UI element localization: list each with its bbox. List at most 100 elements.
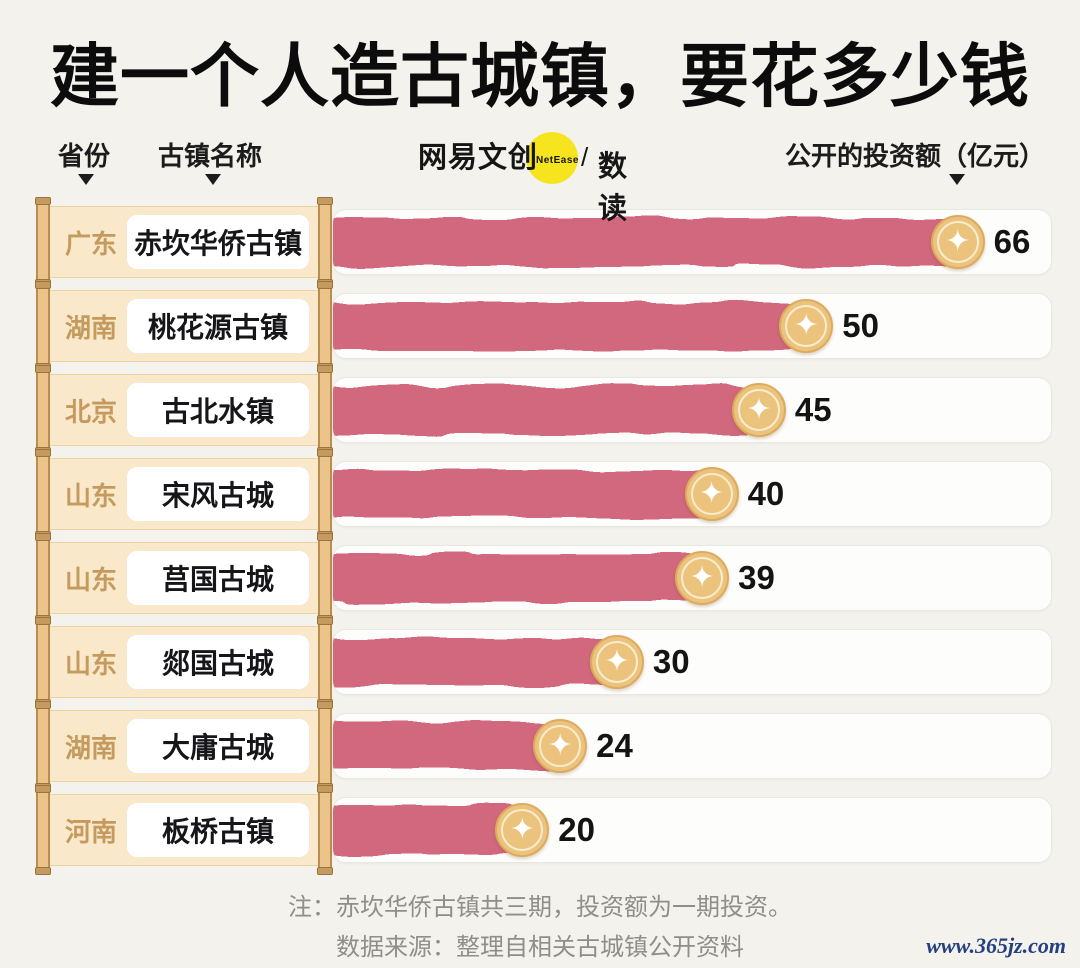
footnote-line: 注：赤坎华侨古镇共三期，投资额为一期投资。 xyxy=(288,894,792,921)
town-name: 莒国古城 xyxy=(162,564,275,595)
town-name-box: 赤坎华侨古镇 xyxy=(127,215,309,269)
bar-rect xyxy=(333,554,702,602)
scroll-roller-icon xyxy=(317,281,333,371)
town-name: 桃花源古镇 xyxy=(148,312,289,343)
table-row: 山东 郯国古城 ✦ 30 xyxy=(35,617,1052,707)
scroll-roller-icon xyxy=(35,785,51,875)
bar xyxy=(333,806,522,854)
coin-icon: ✦ xyxy=(684,467,739,521)
province-label: 河南 xyxy=(65,816,118,847)
bar-value: 66 xyxy=(993,223,1031,260)
town-name: 大庸古城 xyxy=(162,732,275,763)
sparkle-icon: ✦ xyxy=(689,561,715,594)
scroll-roller-icon xyxy=(35,617,51,707)
bar xyxy=(333,386,759,434)
bar-rect xyxy=(333,302,806,350)
data-source-line: 数据来源：整理自相关古城镇公开资料 xyxy=(336,934,744,961)
netease-logo: 网易文创 NetEase / 数读 xyxy=(418,130,627,225)
coin-icon: ✦ xyxy=(495,803,550,857)
coin-icon: ✦ xyxy=(930,215,985,269)
sparkle-icon: ✦ xyxy=(793,309,819,342)
sparkle-icon: ✦ xyxy=(547,729,573,762)
town-name: 宋风古城 xyxy=(162,480,275,511)
logo-sub-brand: 数读 xyxy=(598,151,628,225)
column-header-band: 省份 古镇名称 网易文创 NetEase / 数读 公开的投资额（亿元） xyxy=(0,130,1080,225)
logo-slash: / xyxy=(581,142,589,172)
table-row: 北京 古北水镇 ✦ 45 xyxy=(35,365,1052,455)
footnotes: 注：赤坎华侨古镇共三期，投资额为一期投资。 数据来源：整理自相关古城镇公开资料 xyxy=(0,888,1080,968)
sparkle-icon: ✦ xyxy=(699,477,725,510)
scroll-roller-icon xyxy=(317,365,333,455)
bar-track: ✦ 20 xyxy=(332,797,1052,863)
logo-netease-text: NetEase xyxy=(536,155,579,166)
bar-track: ✦ 39 xyxy=(332,545,1052,611)
scroll-label: 广东 赤坎华侨古镇 xyxy=(35,197,333,287)
bar-chart: 广东 赤坎华侨古镇 ✦ 66 xyxy=(35,197,1052,875)
town-name-box: 郯国古城 xyxy=(127,635,309,689)
sparkle-icon: ✦ xyxy=(746,393,772,426)
scroll-label: 山东 郯国古城 xyxy=(35,617,333,707)
scroll-roller-icon xyxy=(35,533,51,623)
town-name: 古北水镇 xyxy=(162,396,275,427)
table-row: 湖南 大庸古城 ✦ 24 xyxy=(35,701,1052,791)
coin-icon: ✦ xyxy=(731,383,786,437)
bar-track: ✦ 30 xyxy=(332,629,1052,695)
coin-icon: ✦ xyxy=(533,719,588,773)
bar xyxy=(333,722,560,770)
bar xyxy=(333,218,958,266)
table-row: 山东 莒国古城 ✦ 39 xyxy=(35,533,1052,623)
bar-value: 45 xyxy=(794,391,832,428)
bar-rect xyxy=(333,218,958,266)
column-header-value: 公开的投资额（亿元） xyxy=(785,141,1046,171)
scroll-roller-icon xyxy=(317,533,333,623)
bar-value: 24 xyxy=(596,727,633,764)
sparkle-icon: ✦ xyxy=(945,225,971,258)
coin-icon: ✦ xyxy=(589,635,644,689)
scroll-roller-icon xyxy=(35,365,51,455)
bar-value: 20 xyxy=(558,811,595,848)
bar-track: ✦ 66 xyxy=(332,209,1052,275)
bar-track: ✦ 45 xyxy=(332,377,1052,443)
town-name: 板桥古镇 xyxy=(162,816,275,847)
bar-rect xyxy=(333,722,560,770)
scroll-label: 北京 古北水镇 xyxy=(35,365,333,455)
arrow-down-icon xyxy=(949,174,965,185)
sparkle-icon: ✦ xyxy=(509,813,535,846)
province-label: 山东 xyxy=(65,480,118,511)
table-row: 河南 板桥古镇 ✦ 20 xyxy=(35,785,1052,875)
scroll-label: 湖南 桃花源古镇 xyxy=(35,281,333,371)
bar-rect xyxy=(333,386,759,434)
province-label: 北京 xyxy=(65,396,118,427)
arrow-down-icon xyxy=(205,174,221,185)
coin-icon: ✦ xyxy=(675,551,730,605)
bar xyxy=(333,302,806,350)
scroll-label: 山东 莒国古城 xyxy=(35,533,333,623)
scroll-label: 河南 板桥古镇 xyxy=(35,785,333,875)
bar-rect xyxy=(333,638,617,686)
town-name-box: 古北水镇 xyxy=(127,383,309,437)
town-name-box: 板桥古镇 xyxy=(127,803,309,857)
bar xyxy=(333,470,711,518)
town-name-box: 大庸古城 xyxy=(127,719,309,773)
scroll-roller-icon xyxy=(317,617,333,707)
page-title: 建一个人造古城镇，要花多少钱 xyxy=(50,38,1030,115)
scroll-roller-icon xyxy=(317,785,333,875)
scroll-roller-icon xyxy=(317,197,333,287)
bar-value: 50 xyxy=(842,307,879,344)
table-row: 广东 赤坎华侨古镇 ✦ 66 xyxy=(35,197,1052,287)
coin-icon: ✦ xyxy=(779,299,834,353)
province-label: 山东 xyxy=(65,648,118,679)
arrow-down-icon xyxy=(78,174,94,185)
scroll-roller-icon xyxy=(35,197,51,287)
sparkle-icon: ✦ xyxy=(604,645,630,678)
column-header-province: 省份 xyxy=(58,141,111,171)
bar-track: ✦ 24 xyxy=(332,713,1052,779)
table-row: 山东 宋风古城 ✦ 40 xyxy=(35,449,1052,539)
scroll-roller-icon xyxy=(317,449,333,539)
column-header-town: 古镇名称 xyxy=(158,141,263,171)
bar-track: ✦ 50 xyxy=(332,293,1052,359)
province-label: 广东 xyxy=(65,228,118,259)
scroll-roller-icon xyxy=(317,701,333,791)
town-name: 赤坎华侨古镇 xyxy=(134,228,303,259)
